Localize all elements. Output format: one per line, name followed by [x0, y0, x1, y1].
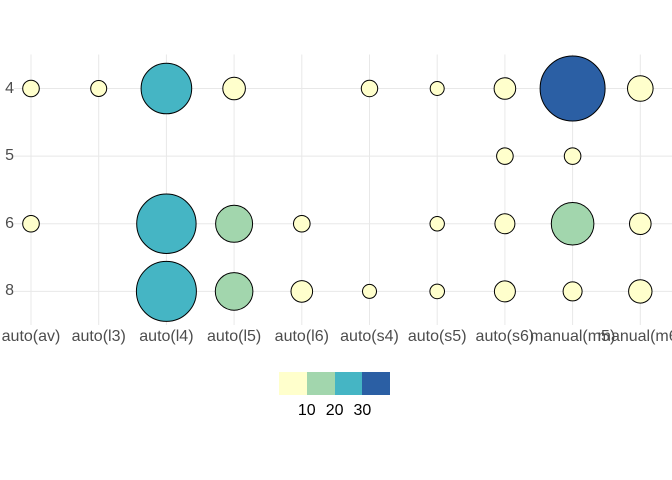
legend-swatch-yellow [279, 372, 307, 395]
y-tick-label-6: 6 [5, 214, 14, 232]
legend-swatch-blue [362, 372, 391, 395]
bubble-auto(s5)-cyl4 [429, 81, 445, 96]
bubble-manual(m6)-cyl4 [627, 75, 654, 102]
bubble-manual(m5)-cyl8 [562, 281, 583, 302]
bubble-manual(m6)-cyl6 [629, 212, 652, 236]
bubble-auto(l6)-cyl6 [293, 214, 311, 233]
y-tick-label-4: 4 [5, 79, 14, 97]
x-tick-label-auto(l4): auto(l4) [139, 328, 194, 345]
y-tick-label-8: 8 [5, 282, 14, 300]
bubble-auto(s4)-cyl4 [360, 79, 379, 98]
bubble-manual(m5)-cyl6 [550, 201, 595, 246]
bubble-auto(s6)-cyl6 [494, 213, 516, 235]
x-tick-label-auto(l5): auto(l5) [206, 328, 262, 345]
x-tick-label-auto(l6): auto(l6) [274, 328, 329, 345]
bubble-auto(l5)-cyl8 [214, 272, 254, 311]
bubble-auto(s5)-cyl8 [429, 283, 446, 300]
bubble-manual(m5)-cyl5 [563, 147, 582, 165]
bubble-auto(s4)-cyl8 [362, 283, 377, 299]
bubble-manual(m6)-cyl8 [628, 279, 653, 304]
bubble-auto(l5)-cyl6 [215, 204, 254, 243]
legend-swatch-teal [334, 372, 363, 395]
legend-swatch-green [306, 372, 335, 395]
bubble-auto(l4)-cyl4 [140, 62, 193, 115]
legend-tick-10: 10 [297, 402, 316, 419]
bubble-auto(s6)-cyl4 [493, 77, 517, 100]
legend-tick-20: 20 [325, 402, 344, 419]
bubble-auto(av)-cyl4 [22, 79, 40, 98]
bubble-manual(m5)-cyl4 [539, 55, 606, 122]
bubble-auto(l6)-cyl8 [290, 280, 314, 303]
bubble-auto(s6)-cyl5 [496, 147, 514, 165]
legend-tick-30: 30 [353, 402, 372, 419]
x-tick-label-manual(m6): manual(m6) [597, 328, 672, 345]
bubble-auto(l3)-cyl4 [90, 80, 108, 97]
x-tick-label-auto(s5): auto(s5) [407, 328, 467, 345]
bubble-auto(l4)-cyl6 [136, 193, 197, 254]
bubble-auto(l4)-cyl8 [135, 260, 197, 322]
bubble-auto(av)-cyl6 [22, 214, 40, 233]
bubble-auto(s5)-cyl6 [429, 216, 445, 232]
bubble-auto(l5)-cyl4 [222, 76, 246, 101]
x-tick-label-manual(m5): manual(m5) [529, 328, 616, 345]
x-tick-label-auto(l3): auto(l3) [71, 328, 126, 345]
bubble-auto(s6)-cyl8 [493, 280, 516, 303]
x-tick-label-auto(av): auto(av) [1, 328, 61, 345]
x-tick-label-auto(s4): auto(s4) [340, 328, 399, 345]
x-tick-label-auto(s6): auto(s6) [475, 328, 535, 345]
y-tick-label-5: 5 [5, 147, 14, 165]
